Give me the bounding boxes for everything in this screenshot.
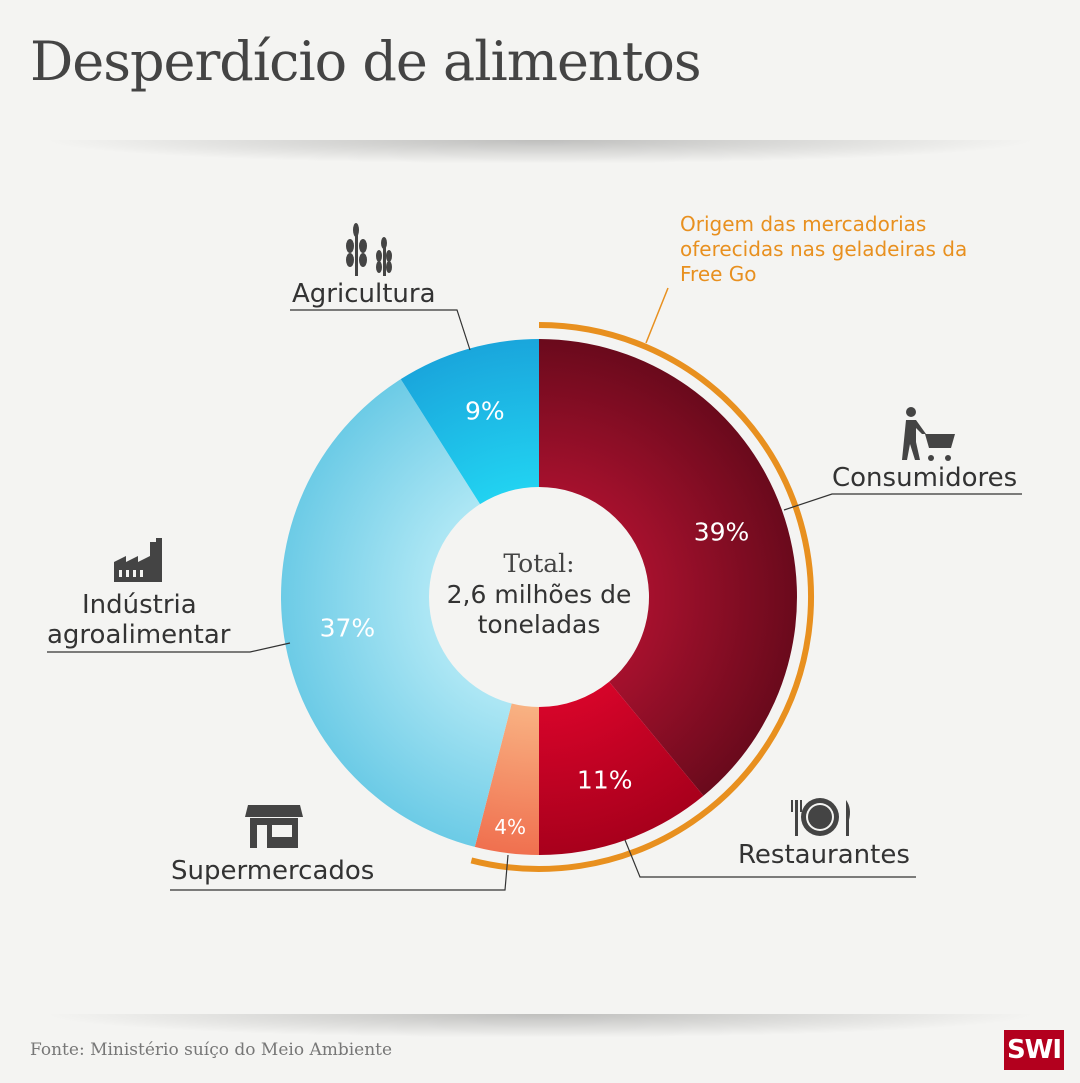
label-supermercados: Supermercados — [171, 856, 375, 886]
plate-cutlery-icon — [791, 798, 850, 836]
label-consumidores: Consumidores — [832, 463, 1018, 493]
divider — [40, 140, 1040, 164]
value-label: 9% — [465, 397, 505, 426]
shopping-cart-icon — [902, 407, 955, 461]
note-leader-line — [645, 287, 669, 344]
donut-chart: 39% 11% 4% 37% 9% Total: 2,6 milhões de tone… — [47, 223, 1022, 891]
slice-agricultura — [400, 339, 539, 505]
slice-consumidores — [539, 339, 798, 796]
factory-icon — [114, 538, 162, 582]
swi-logo: SWI — [1004, 1030, 1064, 1070]
label-agricultura: Agricultura — [292, 279, 436, 309]
label-restaurantes: Restaurantes — [738, 840, 910, 870]
value-label: 11% — [577, 766, 633, 795]
center-value: 2,6 milhões de — [447, 580, 632, 609]
wheat-icon — [346, 223, 392, 276]
leader-lines — [47, 309, 1022, 891]
source-text: Fonte: Ministério suíço do Meio Ambiente — [30, 1040, 393, 1060]
value-label: 39% — [694, 517, 750, 546]
value-label: 37% — [320, 613, 376, 642]
highlight-note: Origem das mercadorias oferecidas nas ge… — [680, 212, 968, 286]
center-unit: toneladas — [478, 610, 601, 639]
page-title: Desperdício de alimentos — [30, 30, 702, 93]
highlight-arc — [470, 322, 814, 872]
center-total: Total: — [503, 549, 574, 578]
slice-restaurantes — [539, 681, 704, 855]
label-industria-line1: Indústria — [82, 590, 197, 620]
store-icon — [245, 805, 303, 848]
label-industria-line2: agroalimentar — [47, 620, 231, 650]
slice-indústria-agroalimentar — [280, 379, 512, 847]
divider-bottom — [40, 1014, 1040, 1038]
value-label: 4% — [494, 815, 526, 839]
slice-supermercados — [474, 703, 539, 855]
